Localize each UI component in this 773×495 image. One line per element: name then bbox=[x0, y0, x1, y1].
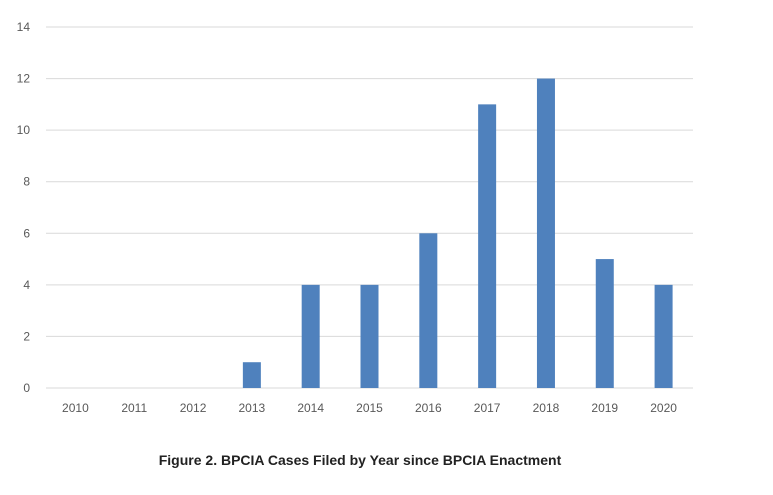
x-tick-label-2019: 2019 bbox=[591, 401, 618, 415]
x-tick-label-2018: 2018 bbox=[533, 401, 560, 415]
y-axis-tick-labels: 0 2 4 6 8 10 12 14 bbox=[17, 20, 31, 395]
x-axis-tick-labels: 2010 2011 2012 2013 2014 2015 2016 2017 2018 2019… bbox=[62, 401, 677, 415]
x-tick-label-2013: 2013 bbox=[239, 401, 266, 415]
figure-caption: Figure 2. BPCIA Cases Filed by Year sinc… bbox=[158, 452, 562, 468]
x-tick-label-2017: 2017 bbox=[474, 401, 501, 415]
y-tick-label: 2 bbox=[23, 329, 30, 343]
y-tick-label: 12 bbox=[17, 72, 31, 86]
bar-2016 bbox=[419, 233, 438, 388]
bar-2019 bbox=[595, 259, 614, 388]
bar-2018 bbox=[536, 78, 555, 389]
x-tick-label-2012: 2012 bbox=[180, 401, 207, 415]
x-tick-label-2016: 2016 bbox=[415, 401, 442, 415]
bar-2017 bbox=[478, 104, 497, 388]
bar-chart: 0 2 4 6 8 10 12 14 2010 2011 2012 2013 2014 2015 2016… bbox=[17, 20, 693, 415]
y-tick-label: 14 bbox=[17, 20, 31, 34]
x-tick-label-2011: 2011 bbox=[121, 401, 147, 415]
y-tick-label: 0 bbox=[23, 381, 30, 395]
y-tick-label: 8 bbox=[23, 175, 30, 189]
y-tick-label: 4 bbox=[23, 278, 30, 292]
x-tick-label-2020: 2020 bbox=[650, 401, 677, 415]
bar-2015 bbox=[360, 284, 379, 388]
bar-2013 bbox=[242, 362, 261, 388]
x-tick-label-2010: 2010 bbox=[62, 401, 89, 415]
bar-2014 bbox=[301, 284, 320, 388]
bars bbox=[242, 78, 673, 389]
x-tick-label-2015: 2015 bbox=[356, 401, 383, 415]
x-tick-label-2014: 2014 bbox=[297, 401, 324, 415]
y-tick-label: 6 bbox=[23, 226, 30, 240]
bar-2020 bbox=[654, 284, 673, 388]
y-tick-label: 10 bbox=[17, 123, 31, 137]
